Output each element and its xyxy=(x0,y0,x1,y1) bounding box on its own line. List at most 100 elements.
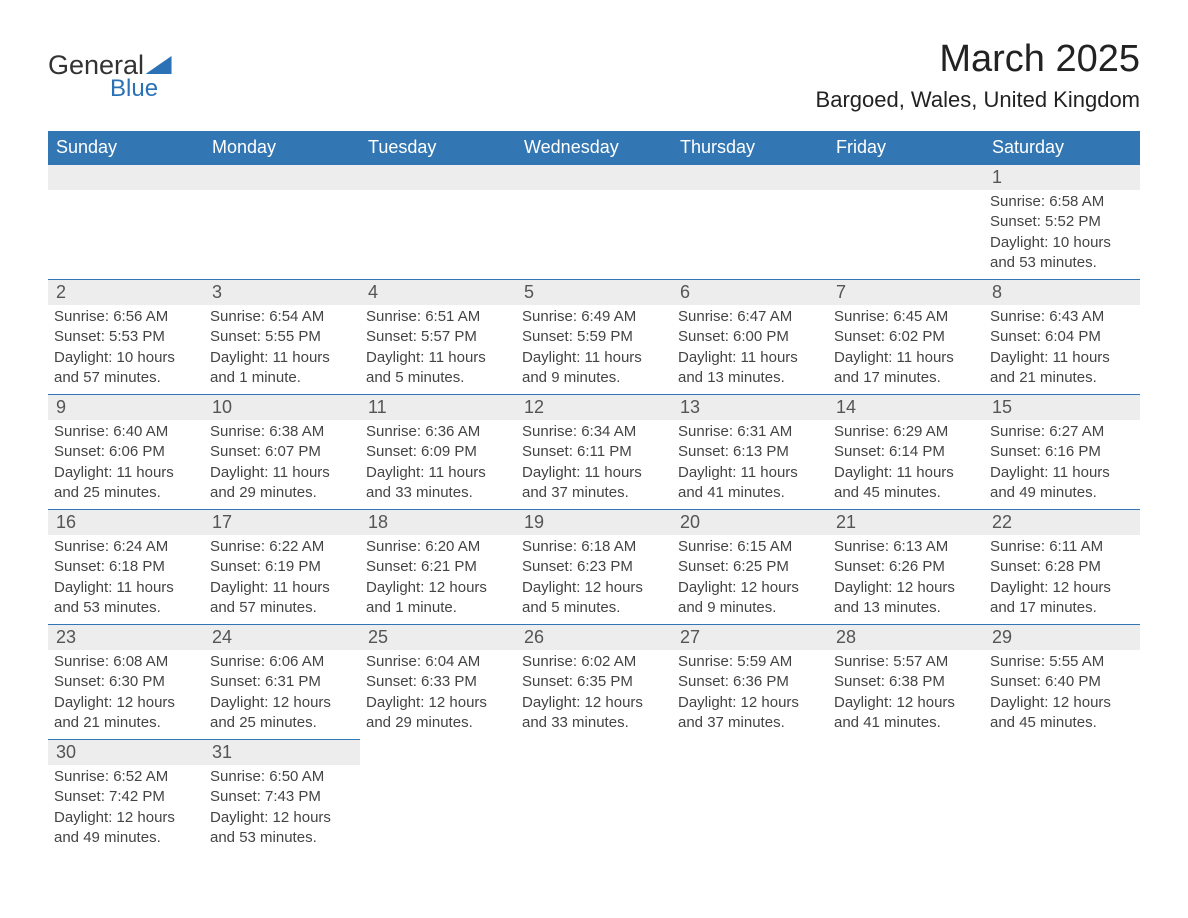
day-details xyxy=(672,762,828,770)
calendar-day-cell: 8Sunrise: 6:43 AMSunset: 6:04 PMDaylight… xyxy=(984,280,1140,395)
day-details: Sunrise: 6:24 AMSunset: 6:18 PMDaylight:… xyxy=(48,535,204,624)
daylight-line: Daylight: 11 hours and 25 minutes. xyxy=(54,463,198,504)
day-number: 25 xyxy=(360,625,516,650)
day-details: Sunrise: 6:18 AMSunset: 6:23 PMDaylight:… xyxy=(516,535,672,624)
day-details: Sunrise: 6:29 AMSunset: 6:14 PMDaylight:… xyxy=(828,420,984,509)
sunset-line: Sunset: 6:38 PM xyxy=(834,672,978,692)
calendar-day-cell xyxy=(828,165,984,280)
day-number: 22 xyxy=(984,510,1140,535)
calendar-day-cell: 15Sunrise: 6:27 AMSunset: 6:16 PMDayligh… xyxy=(984,395,1140,510)
calendar-day-cell xyxy=(984,740,1140,855)
day-details: Sunrise: 6:02 AMSunset: 6:35 PMDaylight:… xyxy=(516,650,672,739)
sunrise-line: Sunrise: 6:27 AM xyxy=(990,422,1134,442)
calendar-day-cell xyxy=(672,740,828,855)
day-number: 27 xyxy=(672,625,828,650)
day-number: 5 xyxy=(516,280,672,305)
weekday-header: Thursday xyxy=(672,131,828,165)
daylight-line: Daylight: 12 hours and 13 minutes. xyxy=(834,578,978,619)
day-number: 3 xyxy=(204,280,360,305)
sunset-line: Sunset: 6:23 PM xyxy=(522,557,666,577)
sunrise-line: Sunrise: 6:50 AM xyxy=(210,767,354,787)
weekday-header: Sunday xyxy=(48,131,204,165)
sunset-line: Sunset: 6:07 PM xyxy=(210,442,354,462)
sunrise-line: Sunrise: 6:52 AM xyxy=(54,767,198,787)
sunset-line: Sunset: 6:19 PM xyxy=(210,557,354,577)
calendar-day-cell xyxy=(828,740,984,855)
logo: General Blue xyxy=(48,50,172,103)
day-number: 9 xyxy=(48,395,204,420)
calendar-week-row: 1Sunrise: 6:58 AMSunset: 5:52 PMDaylight… xyxy=(48,165,1140,280)
day-number: 13 xyxy=(672,395,828,420)
sunrise-line: Sunrise: 6:45 AM xyxy=(834,307,978,327)
sunrise-line: Sunrise: 6:49 AM xyxy=(522,307,666,327)
daylight-line: Daylight: 12 hours and 53 minutes. xyxy=(210,808,354,849)
sunset-line: Sunset: 6:31 PM xyxy=(210,672,354,692)
day-details xyxy=(516,190,672,272)
weekday-header: Saturday xyxy=(984,131,1140,165)
calendar-day-cell: 30Sunrise: 6:52 AMSunset: 7:42 PMDayligh… xyxy=(48,740,204,855)
daylight-line: Daylight: 11 hours and 49 minutes. xyxy=(990,463,1134,504)
day-number xyxy=(48,165,204,190)
day-details: Sunrise: 6:08 AMSunset: 6:30 PMDaylight:… xyxy=(48,650,204,739)
daylight-line: Daylight: 11 hours and 37 minutes. xyxy=(522,463,666,504)
sunrise-line: Sunrise: 5:55 AM xyxy=(990,652,1134,672)
day-number: 24 xyxy=(204,625,360,650)
day-details: Sunrise: 6:40 AMSunset: 6:06 PMDaylight:… xyxy=(48,420,204,509)
calendar-day-cell: 26Sunrise: 6:02 AMSunset: 6:35 PMDayligh… xyxy=(516,625,672,740)
calendar-day-cell xyxy=(360,165,516,280)
sunset-line: Sunset: 6:16 PM xyxy=(990,442,1134,462)
calendar-header-row: SundayMondayTuesdayWednesdayThursdayFrid… xyxy=(48,131,1140,165)
sunrise-line: Sunrise: 6:20 AM xyxy=(366,537,510,557)
day-number: 11 xyxy=(360,395,516,420)
day-details xyxy=(360,762,516,770)
daylight-line: Daylight: 12 hours and 45 minutes. xyxy=(990,693,1134,734)
sunrise-line: Sunrise: 6:38 AM xyxy=(210,422,354,442)
daylight-line: Daylight: 11 hours and 21 minutes. xyxy=(990,348,1134,389)
day-number: 6 xyxy=(672,280,828,305)
calendar-day-cell: 28Sunrise: 5:57 AMSunset: 6:38 PMDayligh… xyxy=(828,625,984,740)
weekday-header: Friday xyxy=(828,131,984,165)
calendar-day-cell: 25Sunrise: 6:04 AMSunset: 6:33 PMDayligh… xyxy=(360,625,516,740)
day-number: 19 xyxy=(516,510,672,535)
day-details: Sunrise: 6:56 AMSunset: 5:53 PMDaylight:… xyxy=(48,305,204,394)
sunrise-line: Sunrise: 6:11 AM xyxy=(990,537,1134,557)
sunset-line: Sunset: 6:02 PM xyxy=(834,327,978,347)
calendar-day-cell: 31Sunrise: 6:50 AMSunset: 7:43 PMDayligh… xyxy=(204,740,360,855)
calendar-week-row: 30Sunrise: 6:52 AMSunset: 7:42 PMDayligh… xyxy=(48,740,1140,855)
month-title: March 2025 xyxy=(816,38,1140,81)
sunrise-line: Sunrise: 6:56 AM xyxy=(54,307,198,327)
day-number: 26 xyxy=(516,625,672,650)
day-number xyxy=(204,165,360,190)
day-details: Sunrise: 6:20 AMSunset: 6:21 PMDaylight:… xyxy=(360,535,516,624)
calendar-week-row: 2Sunrise: 6:56 AMSunset: 5:53 PMDaylight… xyxy=(48,280,1140,395)
daylight-line: Daylight: 11 hours and 29 minutes. xyxy=(210,463,354,504)
calendar-day-cell: 20Sunrise: 6:15 AMSunset: 6:25 PMDayligh… xyxy=(672,510,828,625)
sunset-line: Sunset: 6:30 PM xyxy=(54,672,198,692)
daylight-line: Daylight: 12 hours and 25 minutes. xyxy=(210,693,354,734)
day-number: 2 xyxy=(48,280,204,305)
day-details: Sunrise: 5:57 AMSunset: 6:38 PMDaylight:… xyxy=(828,650,984,739)
title-block: March 2025 Bargoed, Wales, United Kingdo… xyxy=(816,30,1140,123)
day-details: Sunrise: 6:49 AMSunset: 5:59 PMDaylight:… xyxy=(516,305,672,394)
daylight-line: Daylight: 11 hours and 57 minutes. xyxy=(210,578,354,619)
sunrise-line: Sunrise: 6:31 AM xyxy=(678,422,822,442)
day-number: 18 xyxy=(360,510,516,535)
day-details: Sunrise: 6:36 AMSunset: 6:09 PMDaylight:… xyxy=(360,420,516,509)
sunset-line: Sunset: 6:09 PM xyxy=(366,442,510,462)
sunset-line: Sunset: 5:59 PM xyxy=(522,327,666,347)
day-details: Sunrise: 6:58 AMSunset: 5:52 PMDaylight:… xyxy=(984,190,1140,279)
daylight-line: Daylight: 11 hours and 33 minutes. xyxy=(366,463,510,504)
calendar-table: SundayMondayTuesdayWednesdayThursdayFrid… xyxy=(48,131,1140,854)
daylight-line: Daylight: 11 hours and 5 minutes. xyxy=(366,348,510,389)
calendar-day-cell: 18Sunrise: 6:20 AMSunset: 6:21 PMDayligh… xyxy=(360,510,516,625)
day-number xyxy=(360,740,516,762)
calendar-day-cell: 13Sunrise: 6:31 AMSunset: 6:13 PMDayligh… xyxy=(672,395,828,510)
weekday-header: Wednesday xyxy=(516,131,672,165)
day-details: Sunrise: 5:59 AMSunset: 6:36 PMDaylight:… xyxy=(672,650,828,739)
daylight-line: Daylight: 11 hours and 41 minutes. xyxy=(678,463,822,504)
location: Bargoed, Wales, United Kingdom xyxy=(816,87,1140,113)
day-number: 31 xyxy=(204,740,360,765)
calendar-day-cell: 2Sunrise: 6:56 AMSunset: 5:53 PMDaylight… xyxy=(48,280,204,395)
day-details: Sunrise: 6:06 AMSunset: 6:31 PMDaylight:… xyxy=(204,650,360,739)
day-number xyxy=(360,165,516,190)
